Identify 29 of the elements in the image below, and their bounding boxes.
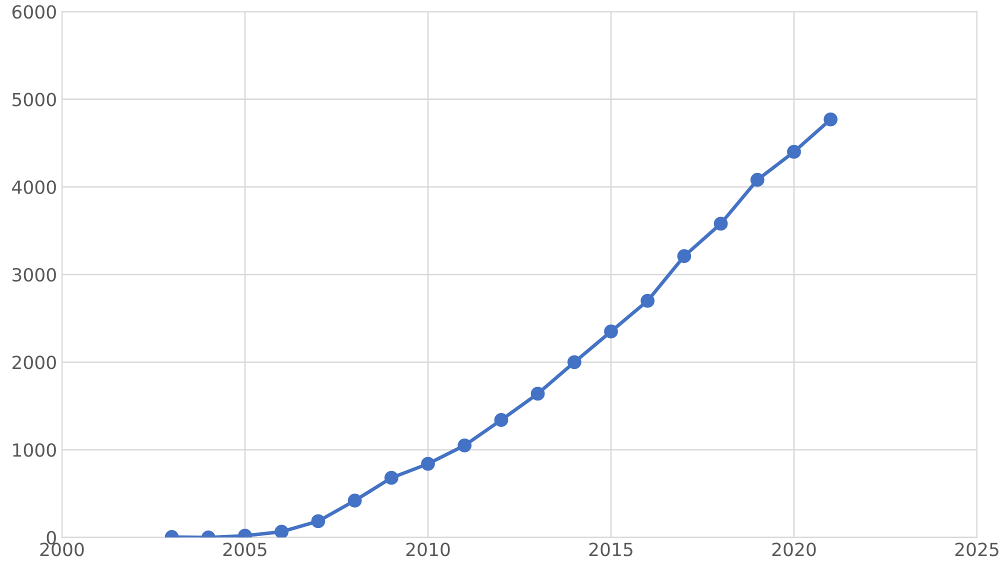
point [750, 172, 764, 187]
point [348, 494, 362, 508]
x-tick-label: 2020 [772, 542, 816, 556]
point [530, 386, 545, 401]
point [274, 524, 289, 538]
y-tick-label: 2000 [12, 356, 56, 370]
y-tick-label: 4000 [12, 180, 56, 194]
point [494, 413, 508, 427]
y-tick-label: 6000 [12, 5, 56, 19]
point [458, 438, 472, 452]
x-tick-label: 2015 [589, 542, 632, 556]
point [640, 294, 655, 308]
y-tick-label: 3000 [12, 268, 56, 282]
y-tick-label: 5000 [12, 92, 56, 106]
x-tick-label: 2005 [223, 542, 266, 556]
point [567, 355, 582, 370]
point [787, 144, 801, 159]
y-tick-label: 1000 [13, 443, 56, 457]
x-tick-label: 2025 [955, 542, 998, 556]
y-tick-label: 0 [46, 530, 56, 545]
point [604, 324, 618, 338]
x-tick-label: 2010 [406, 542, 450, 556]
point [311, 514, 326, 528]
point [384, 470, 398, 485]
point [714, 216, 728, 231]
x-tick-label: 2000 [40, 542, 84, 556]
point [677, 249, 692, 264]
point [421, 456, 435, 471]
point [824, 112, 838, 126]
